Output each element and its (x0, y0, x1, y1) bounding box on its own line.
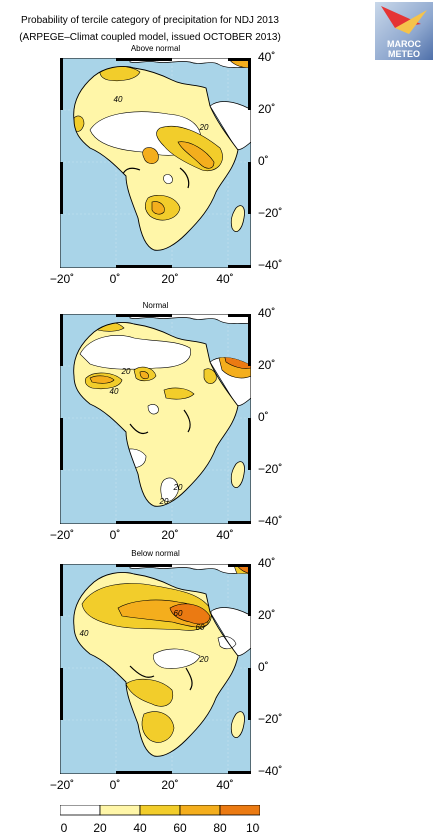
probability-area (163, 174, 173, 184)
lat-tick-label: 20˚ (258, 608, 276, 622)
lat-tick-label: 40˚ (258, 306, 276, 320)
map-frame (60, 564, 251, 774)
lat-tick-label: −40˚ (258, 514, 283, 528)
legend-tick-label: 20 (93, 821, 107, 835)
probability-area (163, 387, 195, 400)
lat-tick-label: 40˚ (258, 50, 276, 64)
lon-tick-label: 20˚ (161, 528, 179, 542)
lake (185, 667, 193, 691)
arabia-land (209, 101, 251, 150)
lake (179, 167, 190, 189)
lat-tick-label: 20˚ (258, 358, 276, 372)
lake (129, 423, 149, 435)
chart-title: Probability of tercile category of preci… (21, 15, 279, 26)
lon-tick-label: 20˚ (161, 272, 179, 286)
probability-area (153, 648, 201, 669)
probability-area (147, 404, 159, 415)
lon-tick-label: 0˚ (109, 272, 121, 286)
map-frame (60, 58, 251, 268)
lon-tick-label: 20˚ (161, 778, 179, 792)
panel-title-normal: Normal (142, 301, 169, 310)
contour-label: 40 (114, 95, 123, 104)
legend-tick-label: 80 (213, 821, 227, 835)
legend-swatch (60, 805, 101, 816)
probability-area (142, 147, 159, 164)
map-normal: 40 20 20 20 (60, 314, 251, 524)
contour-label: 20 (199, 123, 209, 132)
coastline (73, 321, 239, 507)
lon-tick-label: −20˚ (49, 528, 75, 542)
legend-swatch (139, 805, 181, 816)
panel-title-above: Above normal (130, 44, 181, 53)
map-below-normal: 60 60 40 20 (60, 564, 251, 774)
lat-tick-label: −40˚ (258, 258, 283, 272)
probability-area (160, 477, 179, 502)
lon-tick-label: −20˚ (49, 272, 75, 286)
lake (183, 409, 191, 433)
legend-swatch (99, 805, 141, 816)
contour-label: 40 (80, 629, 89, 638)
chart-subtitle: (ARPEGE–Climat coupled model, issued OCT… (19, 32, 281, 43)
madagascar (230, 711, 245, 738)
lat-tick-label: 0˚ (258, 410, 269, 424)
contour-label: 60 (196, 623, 205, 632)
contour-label: 20 (159, 497, 169, 506)
probability-area (151, 201, 165, 215)
madagascar (230, 205, 245, 232)
probability-area (125, 678, 174, 707)
contour-label: 20 (199, 655, 209, 664)
lon-tick-label: −20˚ (49, 778, 75, 792)
legend-tick-label: 100 (246, 821, 260, 835)
coastline (73, 571, 239, 757)
legend-tick-label: 60 (173, 821, 187, 835)
contour-label: 60 (174, 609, 183, 618)
lon-tick-label: 0˚ (109, 528, 121, 542)
lat-tick-label: 40˚ (258, 556, 276, 570)
coastline (73, 65, 239, 251)
lat-tick-label: −20˚ (258, 206, 283, 220)
probability-area (203, 368, 217, 384)
contour-label: 40 (110, 387, 119, 396)
map-above-normal: 40 20 (60, 58, 251, 268)
lon-tick-label: 40˚ (216, 778, 234, 792)
lon-tick-label: 40˚ (216, 528, 234, 542)
legend-tick-label: 40 (133, 821, 147, 835)
probability-area (169, 603, 211, 625)
lon-tick-label: 0˚ (109, 778, 121, 792)
madagascar (230, 461, 245, 488)
legend-tick-label: 0 (61, 821, 68, 835)
lat-tick-label: 20˚ (258, 102, 276, 116)
probability-area (139, 371, 149, 380)
contour-label: 20 (121, 367, 131, 376)
probability-area (217, 636, 237, 650)
legend-swatch (219, 805, 260, 816)
probability-area (177, 141, 215, 169)
lake (129, 665, 155, 678)
legend-swatch (179, 805, 221, 816)
lat-tick-label: −20˚ (258, 462, 283, 476)
lat-tick-label: 0˚ (258, 660, 269, 674)
probability-area (89, 375, 115, 384)
svg-text:METEO: METEO (388, 49, 420, 59)
panel-title-below: Below normal (131, 549, 180, 558)
probability-area (141, 711, 175, 743)
lon-tick-label: 40˚ (216, 272, 234, 286)
lat-tick-label: 0˚ (258, 154, 269, 168)
maroc-meteo-logo: MAROC METEO (375, 2, 433, 60)
contour-label: 20 (173, 483, 183, 492)
legend-colorbar: 0 20 40 60 80 100 (60, 805, 260, 835)
lat-tick-label: −40˚ (258, 764, 283, 778)
probability-area (79, 335, 191, 370)
map-frame (60, 314, 251, 524)
lat-tick-label: −20˚ (258, 712, 283, 726)
svg-text:MAROC: MAROC (387, 39, 421, 49)
